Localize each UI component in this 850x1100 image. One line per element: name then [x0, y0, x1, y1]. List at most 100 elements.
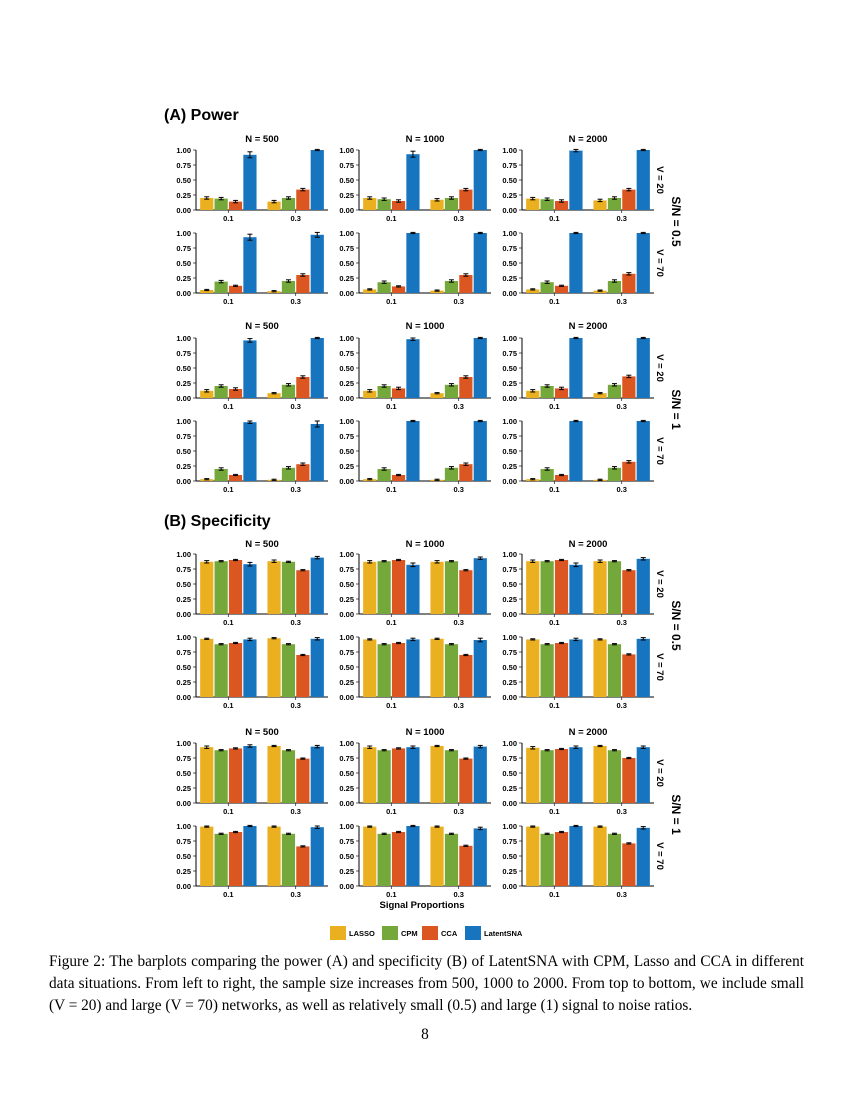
bar-lasso [200, 826, 214, 886]
y-tick-label: 0.75 [339, 565, 354, 574]
legend-swatch-cca [422, 926, 438, 940]
bar-cca [554, 560, 569, 614]
bar-lasso [363, 826, 377, 886]
bar-cca [554, 201, 569, 210]
column-header: N = 500 [245, 321, 279, 332]
bar-lasso [593, 746, 607, 803]
y-tick-label: 0.50 [502, 176, 517, 185]
x-tick-label: 0.1 [223, 701, 233, 710]
bar-latentsna [310, 638, 324, 697]
bar-latentsna [310, 557, 324, 614]
y-tick-label: 1.00 [176, 334, 191, 343]
bar-lasso [593, 200, 607, 210]
y-tick-label: 0.75 [339, 432, 354, 441]
y-tick-label: 0.25 [502, 867, 517, 876]
column-header: N = 2000 [569, 727, 608, 738]
bar-lasso [593, 290, 607, 293]
bar-cpm [607, 281, 622, 293]
y-tick-label: 0.50 [339, 580, 354, 589]
bar-lasso [363, 561, 377, 614]
y-tick-label: 0.25 [502, 379, 517, 388]
bar-lasso [200, 747, 214, 803]
bar-cpm [444, 467, 459, 481]
y-tick-label: 0.00 [339, 477, 354, 486]
bar-lasso [267, 201, 281, 210]
x-tick-label: 0.3 [290, 214, 300, 223]
sn-ratio-label: S/N = 0.5 [669, 600, 683, 651]
y-tick-label: 0.25 [339, 191, 354, 200]
network-size-label: V = 70 [654, 249, 665, 277]
y-tick-label: 0.75 [339, 837, 354, 846]
x-axis-title: Signal Proportions [380, 900, 465, 911]
bar-cca [622, 273, 636, 293]
y-tick-label: 0.00 [502, 477, 517, 486]
bar-cca [296, 275, 310, 293]
y-tick-label: 0.00 [176, 289, 191, 298]
x-tick-label: 0.3 [453, 807, 463, 816]
bar-lasso [363, 747, 377, 803]
bar-cpm [540, 469, 554, 481]
y-tick-label: 0.75 [176, 244, 191, 253]
x-tick-label: 0.1 [386, 890, 396, 899]
y-tick-label: 0.25 [176, 678, 191, 687]
bar-lasso [430, 199, 444, 210]
bar-cca [459, 655, 473, 697]
bar-lasso [593, 826, 607, 886]
bar-lasso [430, 746, 444, 803]
bar-latentsna [569, 233, 583, 293]
section-title: (B) Specificity [164, 513, 271, 530]
network-size-label: V = 70 [654, 653, 665, 681]
x-tick-label: 0.3 [616, 297, 626, 306]
x-tick-label: 0.3 [290, 807, 300, 816]
bar-cpm [377, 199, 391, 210]
bar-latentsna [310, 234, 324, 293]
y-tick-label: 0.00 [339, 289, 354, 298]
bar-cca [228, 201, 243, 210]
x-tick-label: 0.3 [616, 214, 626, 223]
bar-cpm [281, 644, 296, 697]
network-size-label: V = 70 [654, 842, 665, 870]
column-header: N = 1000 [406, 727, 445, 738]
bar-cca [554, 749, 569, 803]
bar-cca [554, 643, 569, 697]
bar-lasso [593, 393, 607, 398]
bar-lasso [526, 639, 540, 697]
bar-lasso [593, 561, 607, 614]
x-tick-label: 0.1 [386, 701, 396, 710]
network-size-label: V = 20 [654, 354, 665, 382]
sn-ratio-label: S/N = 0.5 [669, 196, 683, 247]
bar-lasso [200, 638, 214, 697]
bar-latentsna [473, 558, 487, 614]
x-tick-label: 0.1 [223, 402, 233, 411]
bar-cpm [214, 281, 228, 293]
x-tick-label: 0.3 [453, 890, 463, 899]
y-tick-label: 0.75 [176, 349, 191, 358]
y-tick-label: 0.00 [502, 693, 517, 702]
x-tick-label: 0.3 [616, 485, 626, 494]
bar-cpm [607, 833, 622, 886]
y-tick-label: 0.50 [176, 447, 191, 456]
y-tick-label: 0.00 [339, 394, 354, 403]
x-tick-label: 0.1 [549, 485, 559, 494]
y-tick-label: 0.00 [339, 206, 354, 215]
bar-cca [554, 285, 569, 293]
y-tick-label: 1.00 [176, 550, 191, 559]
y-tick-label: 0.75 [502, 161, 517, 170]
y-tick-label: 0.75 [339, 754, 354, 763]
x-tick-label: 0.3 [453, 618, 463, 627]
bar-latentsna [243, 564, 257, 614]
y-tick-label: 0.50 [176, 852, 191, 861]
bar-latentsna [636, 338, 650, 398]
y-tick-label: 0.25 [176, 867, 191, 876]
y-tick-label: 0.25 [176, 462, 191, 471]
y-tick-label: 0.75 [502, 349, 517, 358]
bar-latentsna [636, 421, 650, 481]
y-tick-label: 0.50 [339, 447, 354, 456]
sn-ratio-label: S/N = 1 [669, 794, 683, 835]
bar-cpm [444, 750, 459, 803]
y-tick-label: 0.25 [176, 274, 191, 283]
bar-cca [459, 845, 473, 886]
bar-latentsna [243, 237, 257, 293]
bar-lasso [200, 198, 214, 210]
